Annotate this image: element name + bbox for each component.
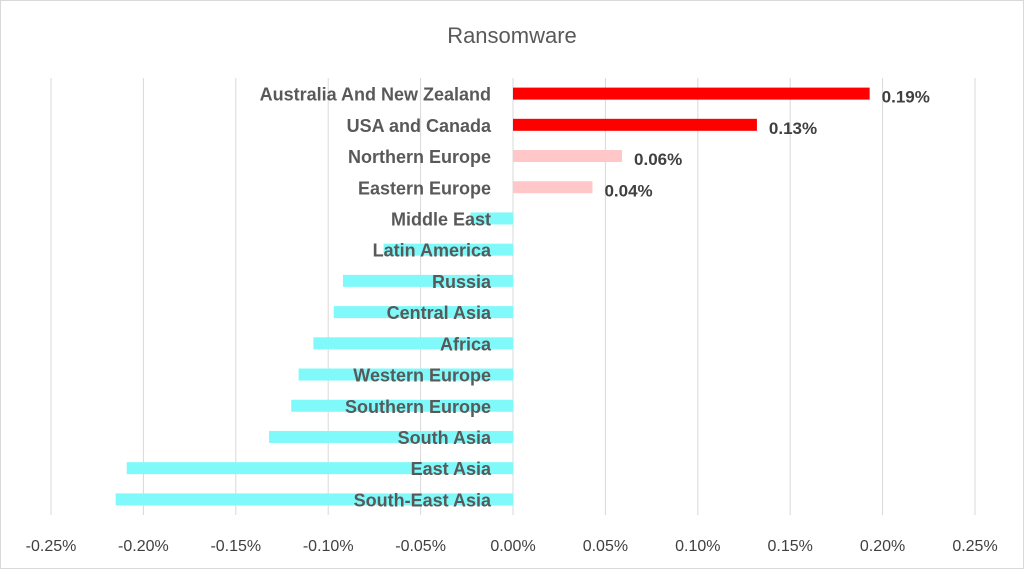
- bar: [313, 337, 513, 350]
- x-tick-label: -0.10%: [303, 538, 354, 555]
- x-tick-label: -0.25%: [26, 538, 77, 555]
- x-tick-label: 0.15%: [768, 538, 813, 555]
- x-tick-label: 0.20%: [860, 538, 905, 555]
- x-tick-label: 0.25%: [952, 538, 997, 555]
- category-label: Russia: [432, 272, 492, 292]
- data-label: 0.13%: [769, 119, 817, 138]
- x-tick-label: 0.05%: [583, 538, 628, 555]
- bar: [513, 87, 870, 100]
- x-tick-label: 0.10%: [675, 538, 720, 555]
- gridlines: [50, 78, 976, 515]
- bar: [291, 399, 513, 412]
- bar: [126, 462, 513, 475]
- bar: [513, 118, 757, 131]
- category-label: Africa: [440, 334, 492, 354]
- data-label: 0.06%: [634, 150, 682, 169]
- category-label: Western Europe: [353, 366, 491, 386]
- category-label: East Asia: [411, 459, 492, 479]
- bar: [115, 493, 514, 506]
- bar: [269, 430, 513, 443]
- bar: [333, 306, 513, 319]
- category-label: Central Asia: [387, 303, 492, 323]
- bar: [383, 243, 513, 256]
- bar: [342, 274, 513, 287]
- category-label: Latin America: [373, 241, 492, 261]
- x-tick-label: -0.20%: [118, 538, 169, 555]
- category-label: Eastern Europe: [358, 178, 491, 198]
- bar: [470, 212, 513, 225]
- category-label: Australia And New Zealand: [260, 85, 491, 105]
- category-labels: Australia And New Zealand USA and Canada N…: [260, 85, 492, 511]
- category-label: South-East Asia: [354, 490, 492, 510]
- chart-title: Ransomware: [447, 23, 577, 48]
- value-labels: 0.19% 0.13% 0.06% 0.04%: [604, 88, 929, 201]
- bar: [513, 181, 593, 194]
- bars: [115, 87, 870, 506]
- category-label: Middle East: [391, 209, 491, 229]
- x-tick-label: 0.00%: [490, 538, 535, 555]
- x-tick-label: -0.05%: [395, 538, 446, 555]
- x-tick-labels: -0.25% -0.20% -0.15% -0.10% -0.05% 0.00% 0.05%…: [26, 538, 998, 555]
- x-tick-label: -0.15%: [210, 538, 261, 555]
- bar: [298, 368, 513, 381]
- category-label: South Asia: [398, 428, 492, 448]
- category-label: Southern Europe: [345, 397, 491, 417]
- category-label: USA and Canada: [347, 116, 492, 136]
- data-label: 0.04%: [604, 181, 652, 200]
- bar: [513, 150, 623, 163]
- data-label: 0.19%: [882, 88, 930, 107]
- category-label: Northern Europe: [348, 147, 491, 167]
